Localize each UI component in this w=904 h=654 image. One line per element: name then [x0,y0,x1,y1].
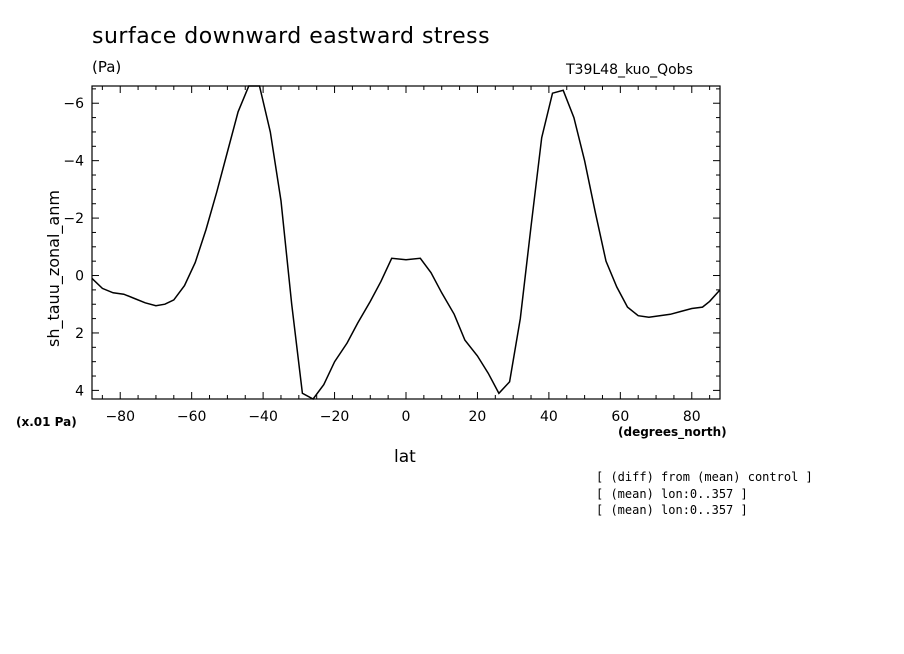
x-tick-label: 60 [611,409,629,425]
scale-note: (x.01 Pa) [16,415,77,429]
annotation-line: [ (mean) lon:0..357 ] [596,487,748,501]
y-tick-label: −6 [63,96,84,112]
run-label: T39L48_kuo_Qobs [566,62,693,78]
x-tick-label: 20 [469,409,487,425]
x-tick-label: −80 [105,409,135,425]
plot-frame [91,85,721,400]
x-tick-label: −60 [177,409,207,425]
x-tick-label: 80 [683,409,701,425]
x-tick-label: 40 [540,409,558,425]
x-axis-units: (degrees_north) [618,425,727,439]
x-tick-label: −40 [248,409,278,425]
data-line [91,85,721,400]
x-axis: −80 −60 −40 −20 0 20 40 60 80 [101,86,711,425]
y-tick-label: −2 [63,211,84,227]
y-tick-label: 0 [75,269,84,285]
annotation-line: [ (mean) lon:0..357 ] [596,503,748,517]
y-tick-label: 2 [75,326,84,342]
y-tick-label: 4 [75,383,84,399]
x-tick-label: 0 [402,409,411,425]
y-tick-label: −4 [63,154,84,170]
x-tick-label: −20 [320,409,350,425]
x-axis-label: lat [394,447,416,467]
chart-title: surface downward eastward stress [92,24,491,49]
y-axis: −6 −4 −2 0 2 4 [63,88,720,399]
annotation-line: [ (diff) from (mean) control ] [596,470,813,484]
chart-units: (Pa) [92,58,122,76]
